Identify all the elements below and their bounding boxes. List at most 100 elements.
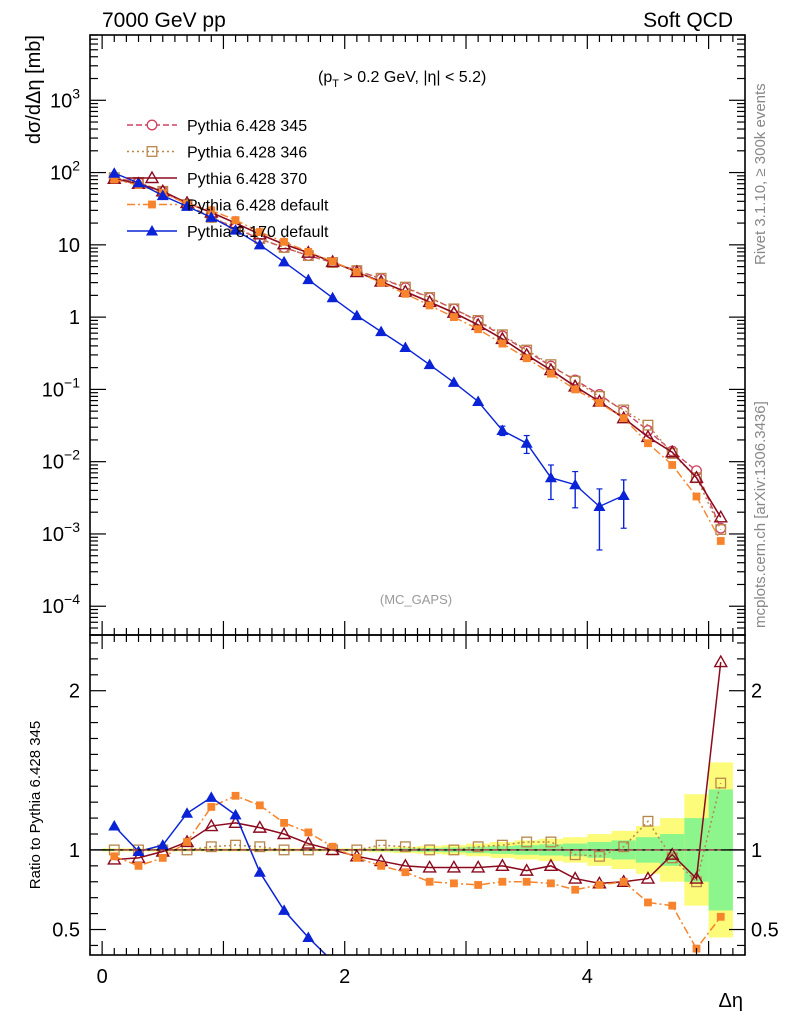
data-point-p6def: [352, 268, 361, 276]
ratio-point-p6def: [377, 861, 386, 870]
ratio-point-p6def: [571, 885, 580, 894]
ratio-point-p6def: [449, 879, 458, 888]
ratio-point-p6def: [619, 877, 628, 886]
y-tick-label: 1: [69, 307, 80, 329]
x-tick-label: 2: [339, 966, 350, 988]
x-axis-label: Δη: [719, 990, 743, 1012]
data-point-p6def: [110, 175, 119, 184]
data-point-p6def: [280, 237, 288, 246]
data-point-p370: [713, 509, 728, 523]
data-point-p8: [593, 500, 606, 511]
y-tick-label: 10−3: [42, 519, 80, 546]
data-point-p8: [132, 176, 145, 188]
ratio-point-p346: [593, 850, 605, 862]
ratio-point-p370: [252, 820, 268, 833]
ratio-point-p8: [132, 845, 145, 857]
data-point-p6def: [595, 399, 604, 407]
ratio-series-p6def: [110, 791, 725, 953]
ratio-point-p370: [713, 654, 728, 668]
data-point-p8: [617, 489, 630, 501]
legend-entry-p370: Pythia 6.428 370: [127, 170, 307, 188]
ratio-point-p370: [301, 836, 316, 849]
ratio-point-p6def: [547, 879, 555, 888]
ratio-point-p346: [642, 815, 654, 827]
ratio-point-p6def: [352, 853, 361, 862]
ratio-point-p8: [253, 866, 266, 877]
data-point-p8: [447, 376, 460, 387]
data-point-p6def: [377, 278, 386, 287]
legend-label: Pythia 6.428 346: [187, 145, 307, 162]
ratio-point-p8: [205, 791, 218, 802]
data-point-p8: [399, 341, 412, 352]
ratio-point-p370: [495, 858, 510, 872]
ratio-point-p6def: [207, 803, 216, 811]
legend-label: Pythia 6.428 default: [187, 198, 329, 215]
ratio-point-p8: [229, 808, 242, 820]
data-point-p6def: [498, 339, 507, 348]
ratio-point-p6def: [425, 877, 434, 886]
y-tick-label: 103: [50, 85, 80, 112]
data-point-p6def: [522, 354, 531, 363]
ratio-point-p6def: [522, 877, 531, 886]
series-line-p6def: [114, 178, 722, 542]
data-point-p8: [302, 273, 315, 285]
data-point-p6def: [474, 325, 483, 334]
ratio-point-p6def: [110, 852, 119, 861]
ratio-point-p370: [665, 847, 680, 860]
data-point-p6def: [425, 301, 434, 310]
ratio-point-p346: [618, 841, 630, 853]
ratio-point-p370: [640, 871, 656, 884]
rivet-label: Rivet 3.1.10, ≥ 300k events: [752, 83, 769, 265]
ratio-point-p346: [545, 836, 557, 848]
ratio-point-p370: [276, 826, 292, 840]
ratio-point-p346: [205, 841, 217, 853]
data-point-p346: [715, 524, 727, 536]
ratio-frame: [89, 634, 746, 956]
ratio-point-p370: [689, 871, 704, 884]
data-point-p8: [253, 238, 266, 250]
data-point-p8: [569, 478, 582, 490]
data-point-p6def: [619, 414, 628, 423]
series-line-p8: [113, 172, 624, 508]
ratio-point-p346: [521, 836, 533, 848]
y-tick-label: 102: [50, 158, 80, 185]
ratio-point-p346: [254, 841, 266, 853]
ratio-point-p6def: [280, 818, 288, 827]
ratio-point-p8: [302, 931, 315, 942]
data-point-p8: [423, 358, 436, 370]
ratio-point-p8: [327, 955, 339, 966]
data-point-p6def: [547, 369, 555, 378]
ratio-ylabel: Ratio to Pythia 6.428 345: [27, 721, 44, 889]
ratio-point-p6def: [304, 828, 313, 837]
ratio-point-p6def: [328, 842, 337, 851]
data-point-p6def: [255, 228, 264, 237]
data-point-p6def: [668, 461, 677, 469]
data-point-p6def: [571, 385, 580, 394]
ratio-line-p346: [114, 782, 722, 884]
x-tick-label: 0: [97, 966, 108, 988]
ratio-point-p6def: [474, 881, 483, 889]
cuts-label: (pT > 0.2 GeV, |η| < 5.2): [318, 69, 486, 90]
ratio-point-p8: [181, 807, 194, 818]
ratio-point-p6def: [183, 838, 191, 846]
data-point-p8: [375, 325, 388, 337]
ratio-point-p370: [567, 871, 583, 884]
data-point-p8: [181, 200, 194, 211]
ratio-point-p8: [108, 820, 121, 831]
main-series-p8: [108, 167, 630, 551]
data-point-p6def: [644, 439, 652, 448]
y-tick-label: 10: [58, 235, 80, 257]
legend-marker: [146, 225, 158, 236]
ratio-point-p8: [156, 839, 169, 850]
analysis-label: (MC_GAPS): [380, 592, 452, 607]
data-point-p8: [229, 224, 242, 235]
ratio-point-p6def: [255, 801, 264, 810]
data-point-p8: [205, 211, 218, 222]
ratio-point-p370: [422, 860, 437, 873]
ratio-y-tick-label-right: 1: [751, 840, 762, 862]
data-point-p8: [496, 424, 509, 435]
ratio-point-p346: [399, 841, 411, 853]
ratio-line-p6def: [113, 794, 722, 950]
ratio-point-p6def: [231, 791, 240, 800]
